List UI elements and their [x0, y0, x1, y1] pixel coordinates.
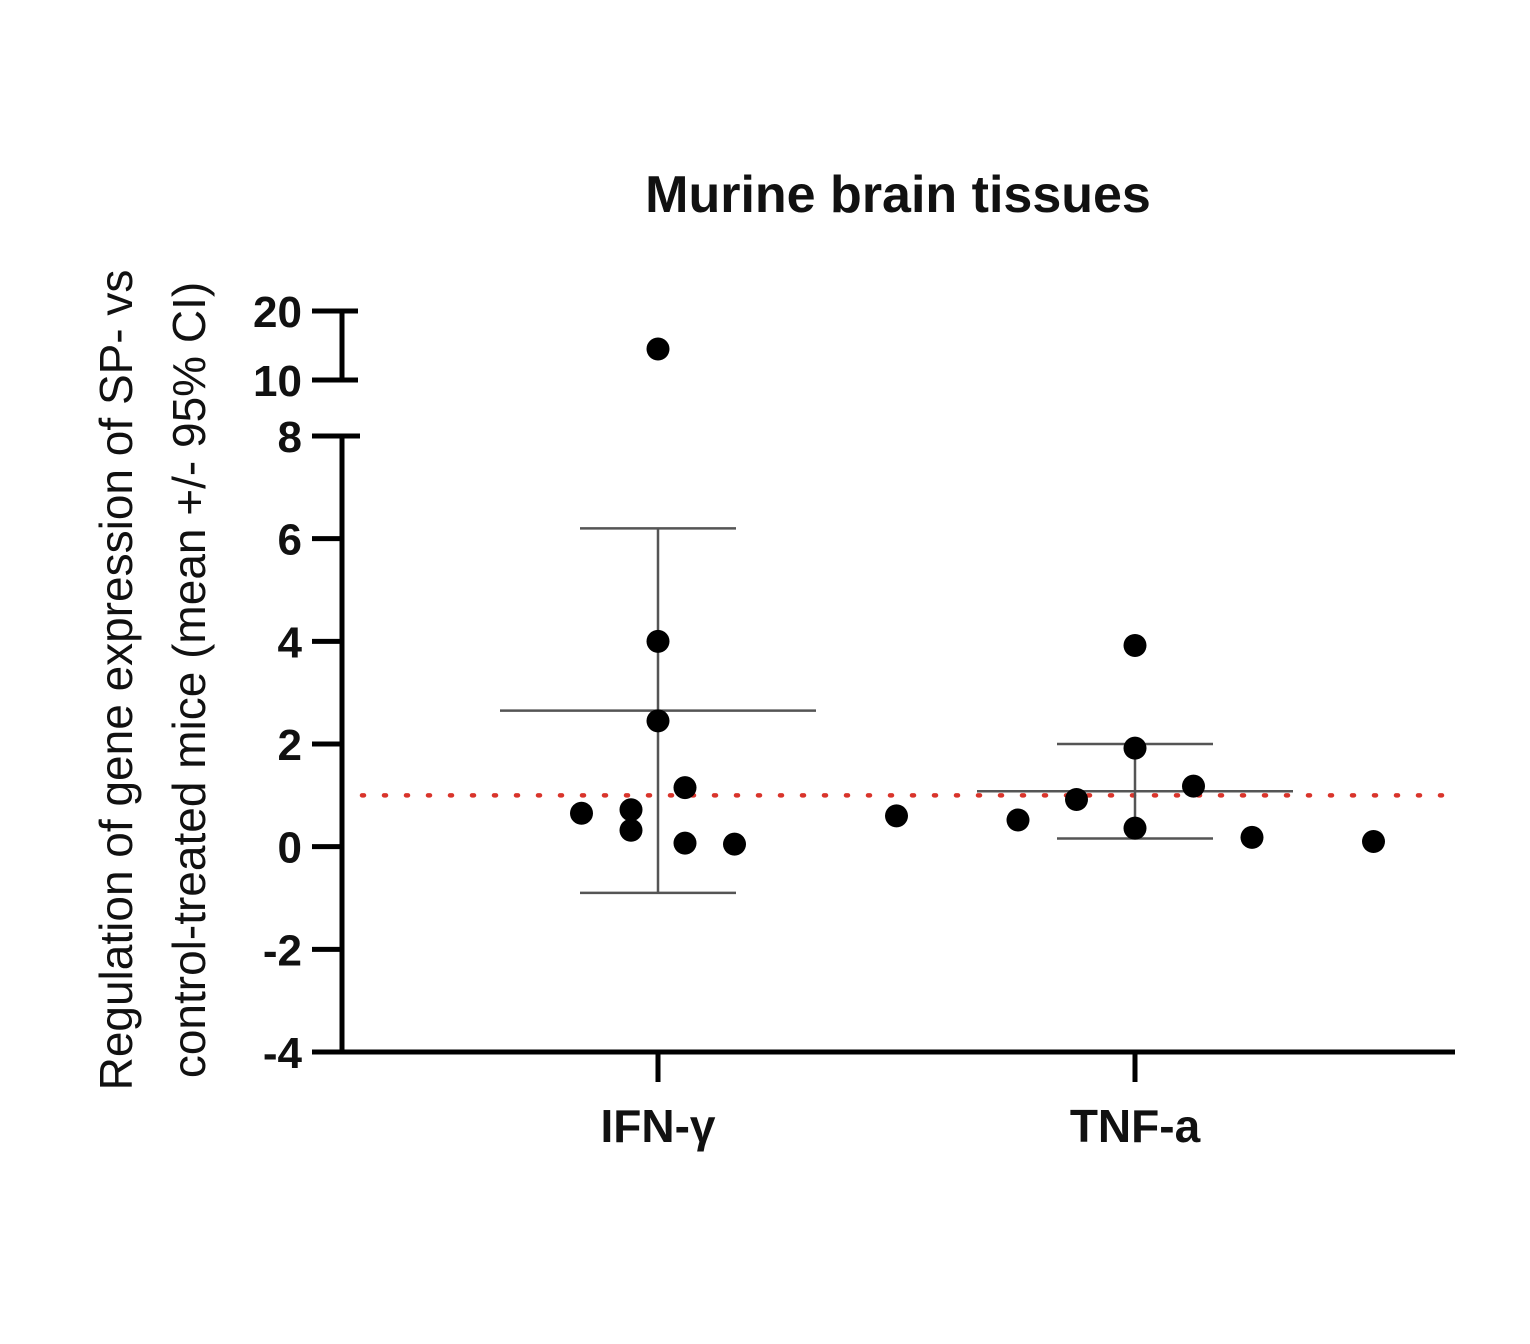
y-tick-label: 6	[278, 516, 302, 565]
data-point	[619, 818, 643, 842]
data-point	[1362, 830, 1385, 854]
data-point	[1182, 774, 1205, 798]
data-point	[1123, 633, 1147, 657]
data-point	[570, 801, 593, 825]
error-bars	[500, 527, 1293, 895]
data-point	[619, 798, 643, 822]
y-tick-label: 10	[253, 357, 302, 406]
y-ticks: -4 -2 0 2 4 6 8 10 20	[253, 288, 360, 1078]
data-point	[1240, 825, 1264, 849]
y-tick-label: 4	[278, 618, 303, 667]
data-point	[1123, 736, 1147, 760]
y-tick-label: 0	[278, 824, 302, 873]
y-axis-label-line-1: Regulation of gene expression of SP- vs	[90, 270, 142, 1091]
x-category-label: TNF-a	[1070, 1100, 1201, 1152]
x-category-label: IFN-γ	[601, 1100, 716, 1152]
y-axis-label: Regulation of gene expression of SP- vs …	[90, 270, 215, 1091]
y-axis-label-line-2: control-treated mice (mean +/- 95% CI)	[163, 282, 215, 1078]
data-point	[1065, 787, 1088, 811]
data-point	[723, 832, 746, 856]
data-point	[673, 831, 697, 855]
y-tick-label: 8	[278, 413, 302, 462]
data-point	[646, 709, 670, 733]
y-tick-label: -2	[263, 926, 302, 975]
data-point	[1123, 816, 1147, 840]
y-tick-label: 2	[278, 721, 302, 770]
data-point	[1006, 808, 1030, 832]
axes	[339, 311, 1455, 1055]
y-tick-label: -4	[263, 1029, 303, 1078]
data-point	[885, 804, 908, 828]
chart-title: Murine brain tissues	[645, 166, 1151, 224]
data-point	[646, 629, 670, 653]
x-categories: IFN-γ TNF-a	[601, 1052, 1201, 1152]
data-point	[646, 337, 670, 361]
y-tick-label: 20	[253, 288, 302, 337]
data-points	[570, 337, 1385, 856]
data-point	[673, 776, 697, 800]
